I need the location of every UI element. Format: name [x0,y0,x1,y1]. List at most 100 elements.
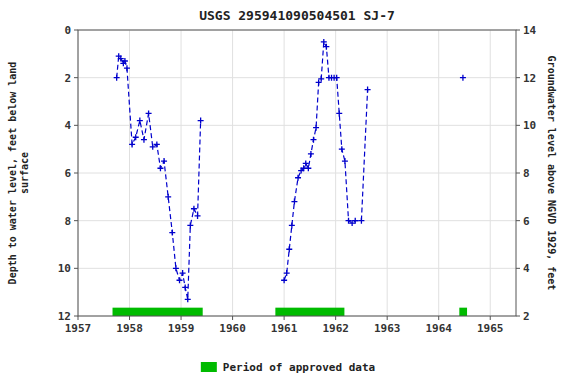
tick-label-x: 1965 [477,322,504,335]
tick-y2 [516,77,520,78]
marker [133,134,139,140]
marker [318,76,324,82]
tick-y2 [516,316,520,317]
tick-x [284,316,285,320]
marker [195,213,201,219]
tick-x [438,316,439,320]
y-axis-label-line: Depth to water level, feet below land [7,62,18,285]
legend: Period of approved data [201,361,375,374]
tick-x [129,316,130,320]
tick-x [387,316,388,320]
grid [78,30,516,316]
tick-label-y: 2 [64,72,71,85]
grid-line-y [78,125,516,126]
tick-label-y: 10 [58,262,71,275]
marker [336,110,342,116]
plot-area [78,30,516,316]
marker [358,218,364,224]
y-axis-label-line: surface [19,152,30,194]
tick-label-x: 1957 [65,322,92,335]
marker [154,141,160,147]
tick-y [74,125,78,126]
marker [191,206,197,212]
axes: 1957195819591960196119621963196419650246… [58,24,537,335]
approved-band [113,308,203,316]
marker [157,165,163,171]
tick-x [335,316,336,320]
marker [146,110,152,116]
marker [342,158,348,164]
tick-label-y2: 4 [523,262,530,275]
grid-line-y [78,220,516,221]
marker [161,158,167,164]
marker [295,175,301,181]
tick-x [78,316,79,320]
tick-label-x: 1962 [322,322,349,335]
marker [310,137,316,143]
marker [165,194,171,200]
chart: 1957195819591960196119621963196419650246… [0,0,576,384]
tick-y2 [516,125,520,126]
tick-label-x: 1963 [374,322,401,335]
tick-y2 [516,220,520,221]
tick-y [74,173,78,174]
title: USGS 295941090504501 SJ-7 [199,8,395,23]
marker [305,165,311,171]
marker [281,277,287,283]
marker [308,151,314,157]
y-axis-label: Depth to water level, feet below landsur… [7,62,30,285]
grid-line-y [78,268,516,269]
marker [313,125,319,131]
tick-label-y2: 6 [523,215,530,228]
legend-label: Period of approved data [223,361,375,374]
plot-frame [78,30,516,316]
marker [182,284,188,290]
tick-y [74,77,78,78]
marker [289,222,295,228]
marker [114,75,120,81]
grid-line-y [78,77,516,78]
legend-swatch [201,362,217,372]
marker [185,296,191,302]
tick-label-x: 1959 [168,322,195,335]
marker [460,75,466,81]
tick-label-y2: 10 [523,119,536,132]
tick-label-y2: 14 [523,24,537,37]
tick-x [181,316,182,320]
tick-label-y2: 12 [523,72,536,85]
marker [177,277,183,283]
tick-label-y2: 2 [523,310,530,323]
marker [286,246,292,252]
marker [129,141,135,147]
marker [173,265,179,271]
tick-y2 [516,268,520,269]
marker [334,75,340,81]
tick-y2 [516,30,520,31]
tick-label-y2: 8 [523,167,530,180]
marker [352,218,358,224]
marker [137,118,143,124]
tick-label-x: 1958 [116,322,143,335]
series-line [284,42,367,280]
tick-x [232,316,233,320]
tick-label-x: 1961 [271,322,298,335]
approved-band [275,308,344,316]
tick-y [74,268,78,269]
tick-y [74,220,78,221]
grid-line-y [78,173,516,174]
marker [339,146,345,152]
y2-axis-label: Groundwater level above NGVD 1929, feet [546,56,557,291]
marker [198,118,204,124]
tick-label-y: 12 [58,310,71,323]
tick-label-x: 1964 [425,322,452,335]
approved-band [459,308,467,316]
marker [284,270,290,276]
tick-label-y: 6 [64,167,71,180]
marker [180,270,186,276]
data-layer [113,39,468,316]
marker [187,222,193,228]
marker [122,58,128,64]
tick-label-y: 4 [64,119,71,132]
marker [169,230,175,236]
tick-x [490,316,491,320]
